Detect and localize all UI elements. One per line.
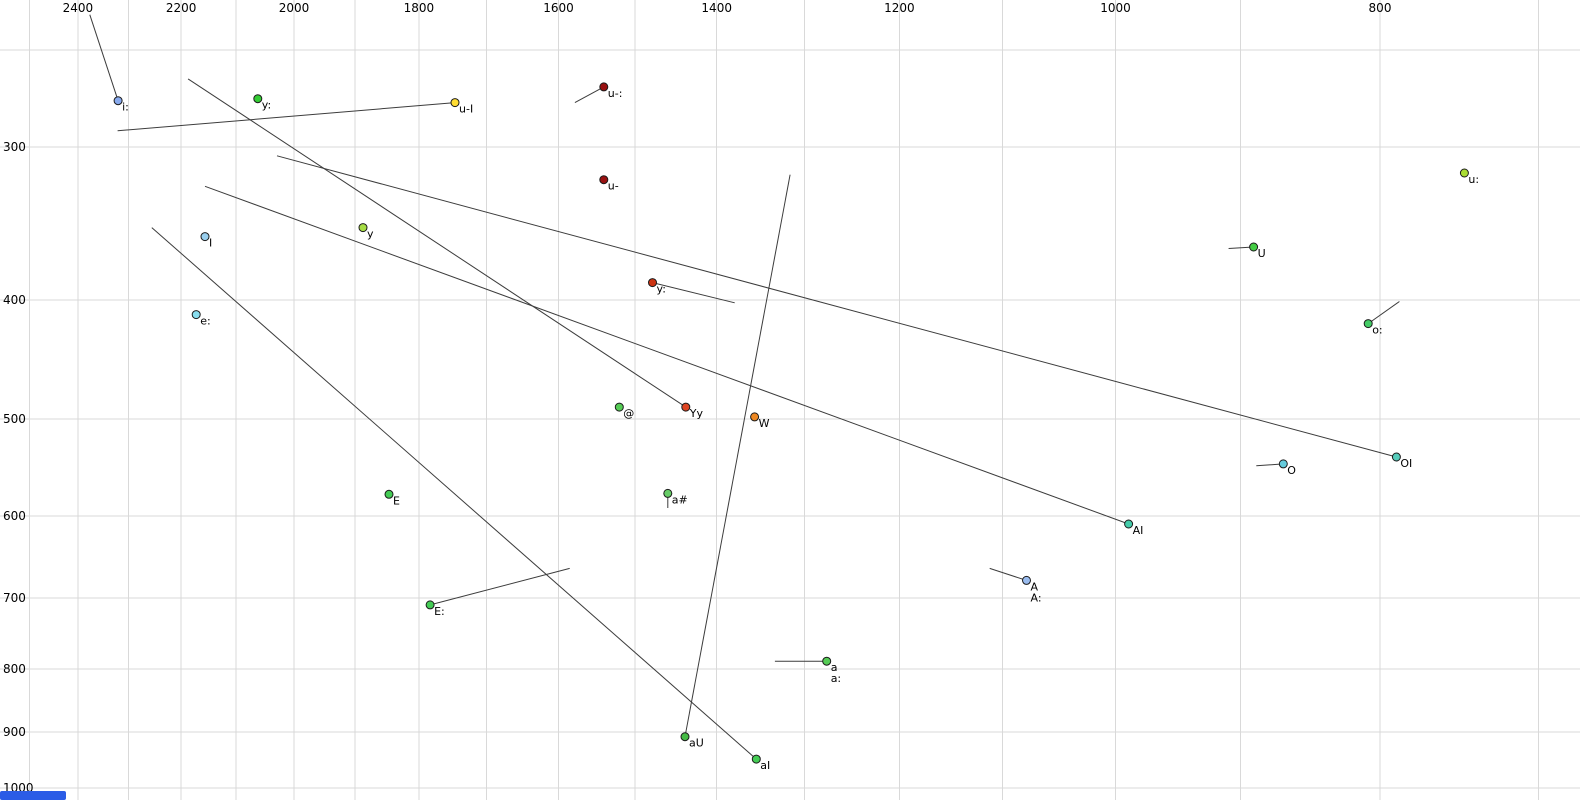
data-point — [663, 488, 673, 498]
data-point — [425, 600, 435, 610]
x-axis-tick-label: 1600 — [543, 1, 574, 15]
x-axis-tick-label: 1200 — [884, 1, 915, 15]
point-label: E: — [434, 605, 445, 618]
data-point — [450, 98, 460, 108]
trajectory-line — [276, 155, 1397, 458]
trajectory-line — [652, 282, 735, 304]
point-label: u-: — [608, 87, 623, 100]
point-label: y: — [262, 99, 271, 112]
data-point — [1278, 459, 1288, 469]
y-axis-tick-label: 700 — [3, 591, 26, 605]
point-label: y: — [657, 283, 666, 296]
point-label: Yy — [689, 407, 704, 420]
y-axis-tick-label: 600 — [3, 509, 26, 523]
x-axis-tick-label: 1800 — [404, 1, 435, 15]
data-point — [253, 94, 263, 104]
point-label: E — [393, 494, 400, 507]
data-point — [113, 96, 123, 106]
x-axis-tick-label: 800 — [1369, 1, 1392, 15]
data-point — [681, 402, 691, 412]
data-point — [1363, 319, 1373, 329]
x-axis-tick-label: 2200 — [166, 1, 197, 15]
data-point — [750, 412, 760, 422]
data-point — [191, 310, 201, 320]
point-label: U — [1258, 247, 1266, 260]
point-label: aI — [760, 759, 770, 772]
trajectory-line — [989, 567, 1027, 581]
point-label: @ — [623, 407, 634, 420]
point-label: a# — [672, 493, 688, 506]
trajectory-line — [1256, 463, 1284, 467]
trajectory-line — [89, 14, 119, 101]
x-axis-tick-label: 1000 — [1100, 1, 1131, 15]
data-point — [648, 278, 657, 288]
data-point — [1022, 575, 1031, 585]
y-axis-tick-label: 400 — [3, 293, 26, 307]
data-point — [599, 175, 609, 185]
point-label: i: — [122, 101, 129, 114]
trajectory-line — [1367, 301, 1400, 325]
data-point — [1124, 519, 1134, 529]
x-axis-tick-label: 2400 — [63, 1, 94, 15]
trajectory-line — [204, 185, 1129, 525]
data-point — [200, 232, 210, 242]
point-label: u: — [1468, 173, 1479, 186]
point-label: A — [1031, 580, 1039, 593]
y-axis-tick-label: 300 — [3, 140, 26, 154]
point-label: OI — [1400, 457, 1412, 470]
point-label: AI — [1133, 524, 1144, 537]
point-label: a — [831, 661, 838, 674]
trajectory-line — [187, 78, 687, 408]
data-point — [614, 402, 624, 412]
data-point — [599, 82, 609, 92]
y-axis-tick-label: 800 — [3, 662, 26, 676]
point-label: u- — [608, 180, 619, 193]
trajectory-line — [574, 86, 605, 104]
data-point — [1249, 242, 1259, 252]
point-label: o: — [1372, 324, 1382, 337]
data-point — [1391, 452, 1401, 462]
point-label: W — [759, 417, 770, 430]
point-label: e: — [200, 315, 210, 328]
bottom-left-highlight — [0, 791, 66, 800]
y-axis-tick-label: 500 — [3, 412, 26, 426]
data-point — [1459, 168, 1469, 178]
trajectory-line — [429, 567, 570, 606]
data-point — [822, 656, 832, 666]
data-point — [358, 223, 368, 233]
x-axis-tick-label: 1400 — [701, 1, 732, 15]
data-point — [680, 732, 690, 742]
data-point — [751, 754, 761, 764]
point-label: a: — [831, 672, 841, 685]
x-axis-tick-label: 2000 — [279, 1, 310, 15]
trajectory-line — [117, 102, 456, 132]
point-label: aU — [689, 737, 704, 750]
point-label: u-I — [459, 103, 473, 116]
point-label: A: — [1031, 591, 1042, 604]
point-label: O — [1287, 464, 1296, 477]
point-label: I — [209, 237, 212, 250]
trajectory-line — [151, 227, 757, 760]
data-point — [384, 489, 394, 499]
y-axis-tick-label: 900 — [3, 725, 26, 739]
trajectory-line — [684, 174, 791, 737]
point-label: y — [367, 228, 374, 241]
